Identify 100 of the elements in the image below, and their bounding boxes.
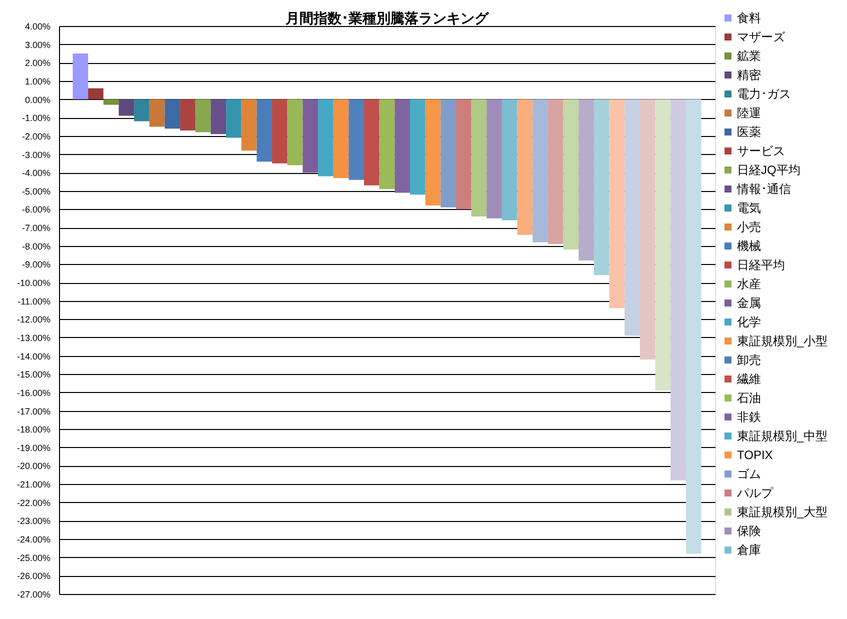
bar [364,99,380,186]
y-tick-label: -3.00% [22,150,50,160]
legend-label: 卸売 [737,353,761,367]
bar [410,99,426,195]
bar [532,99,548,242]
bar [241,99,257,151]
legend-label: 精密 [737,68,761,82]
y-tick-label: -21.00% [16,480,50,490]
bar [517,99,533,235]
legend-label: 化学 [737,315,761,329]
bar [640,99,656,360]
bar [348,99,364,180]
bar [302,99,318,173]
y-tick-label: 4.00% [24,22,50,32]
bar [425,99,441,206]
legend-label: 金属 [737,296,761,310]
legend-label: 小売 [737,220,761,234]
legend-label: 鉱業 [737,49,761,63]
bar [134,99,150,122]
bar [686,99,702,554]
legend-label: サービス [737,144,785,158]
bar [670,99,686,480]
bar [440,99,456,208]
y-tick-label: -20.00% [16,461,50,472]
bar [180,99,196,130]
legend-label: 情報･通信 [736,182,791,196]
legend-label: 東証規模別_中型 [737,429,828,443]
legend-label: パルプ [736,486,774,500]
bar [624,99,640,336]
y-tick-label: -22.00% [16,498,50,508]
y-tick-label: -9.00% [22,260,50,270]
y-tick-label: 0.00% [24,94,50,105]
chart-title: 月間指数･業種別騰落ランキング [284,10,490,26]
y-tick-label: -23.00% [16,516,50,526]
y-tick-label: -11.00% [18,296,50,306]
legend-label: TOPIX [737,448,773,462]
bar [394,99,410,193]
bar [164,99,180,129]
bar [318,99,334,176]
legend-label: 東証規模別_大型 [737,505,828,519]
bar [72,53,88,100]
y-tick-label: -2.00% [22,131,50,142]
y-tick-label: -19.00% [16,442,50,453]
y-tick-label: -8.00% [22,241,50,252]
bar [548,99,564,244]
bar [594,99,610,276]
legend-label: 電力･ガス [737,87,791,101]
y-tick-label: -10.00% [16,278,50,288]
legend-label: 東証規模別_小型 [737,334,828,348]
bar [88,88,104,100]
bar [655,99,671,391]
y-tick-label: -18.00% [16,424,50,435]
legend-label: 石油 [737,391,761,405]
legend-label: ゴム [737,467,761,481]
bar [118,99,134,116]
y-tick-label: -7.00% [22,223,50,234]
y-tick-label: -1.00% [22,113,50,124]
legend-label: 繊維 [736,372,761,386]
legend-label: マザーズ [737,30,786,44]
bar [226,99,242,138]
y-tick-label: 3.00% [24,40,50,50]
legend-label: 電気 [737,201,761,215]
legend-label: 倉庫 [737,543,761,557]
legend-label: 医薬 [737,125,761,139]
bar [502,99,518,220]
bar [609,99,625,308]
y-tick-label: -13.00% [16,332,50,343]
bar [272,99,288,164]
y-tick-label: -26.00% [16,571,50,582]
bar [471,99,487,217]
bar [287,99,303,166]
bar [563,99,579,250]
y-tick-label: -5.00% [22,186,50,196]
y-tick-label: -17.00% [16,406,50,416]
y-tick-label: 2.00% [24,58,50,68]
bar [578,99,594,261]
bar [103,99,119,105]
y-tick-label: 1.00% [24,76,50,86]
y-tick-label: -16.00% [16,388,50,398]
bar [486,99,502,218]
legend-label: 非鉄 [737,410,761,424]
legend-label: 陸運 [737,106,761,120]
bar [210,99,226,134]
y-tick-label: -12.00% [16,314,50,325]
y-tick-label: -25.00% [16,552,50,563]
bar [195,99,211,132]
y-tick-label: -15.00% [16,370,50,380]
bar [379,99,395,190]
y-tick-label: -24.00% [16,534,50,545]
legend-label: 水産 [737,277,761,291]
bar [149,99,165,127]
y-tick-label: -6.00% [22,204,50,215]
bar [456,99,472,210]
y-tick-label: -4.00% [22,168,50,178]
legend-label: 機械 [737,239,761,253]
legend-label: 日経JQ平均 [737,163,800,177]
y-tick-label: -27.00% [16,590,50,600]
legend-label: 日経平均 [737,258,785,272]
bar [256,99,272,162]
legend-label: 食料 [737,11,761,25]
